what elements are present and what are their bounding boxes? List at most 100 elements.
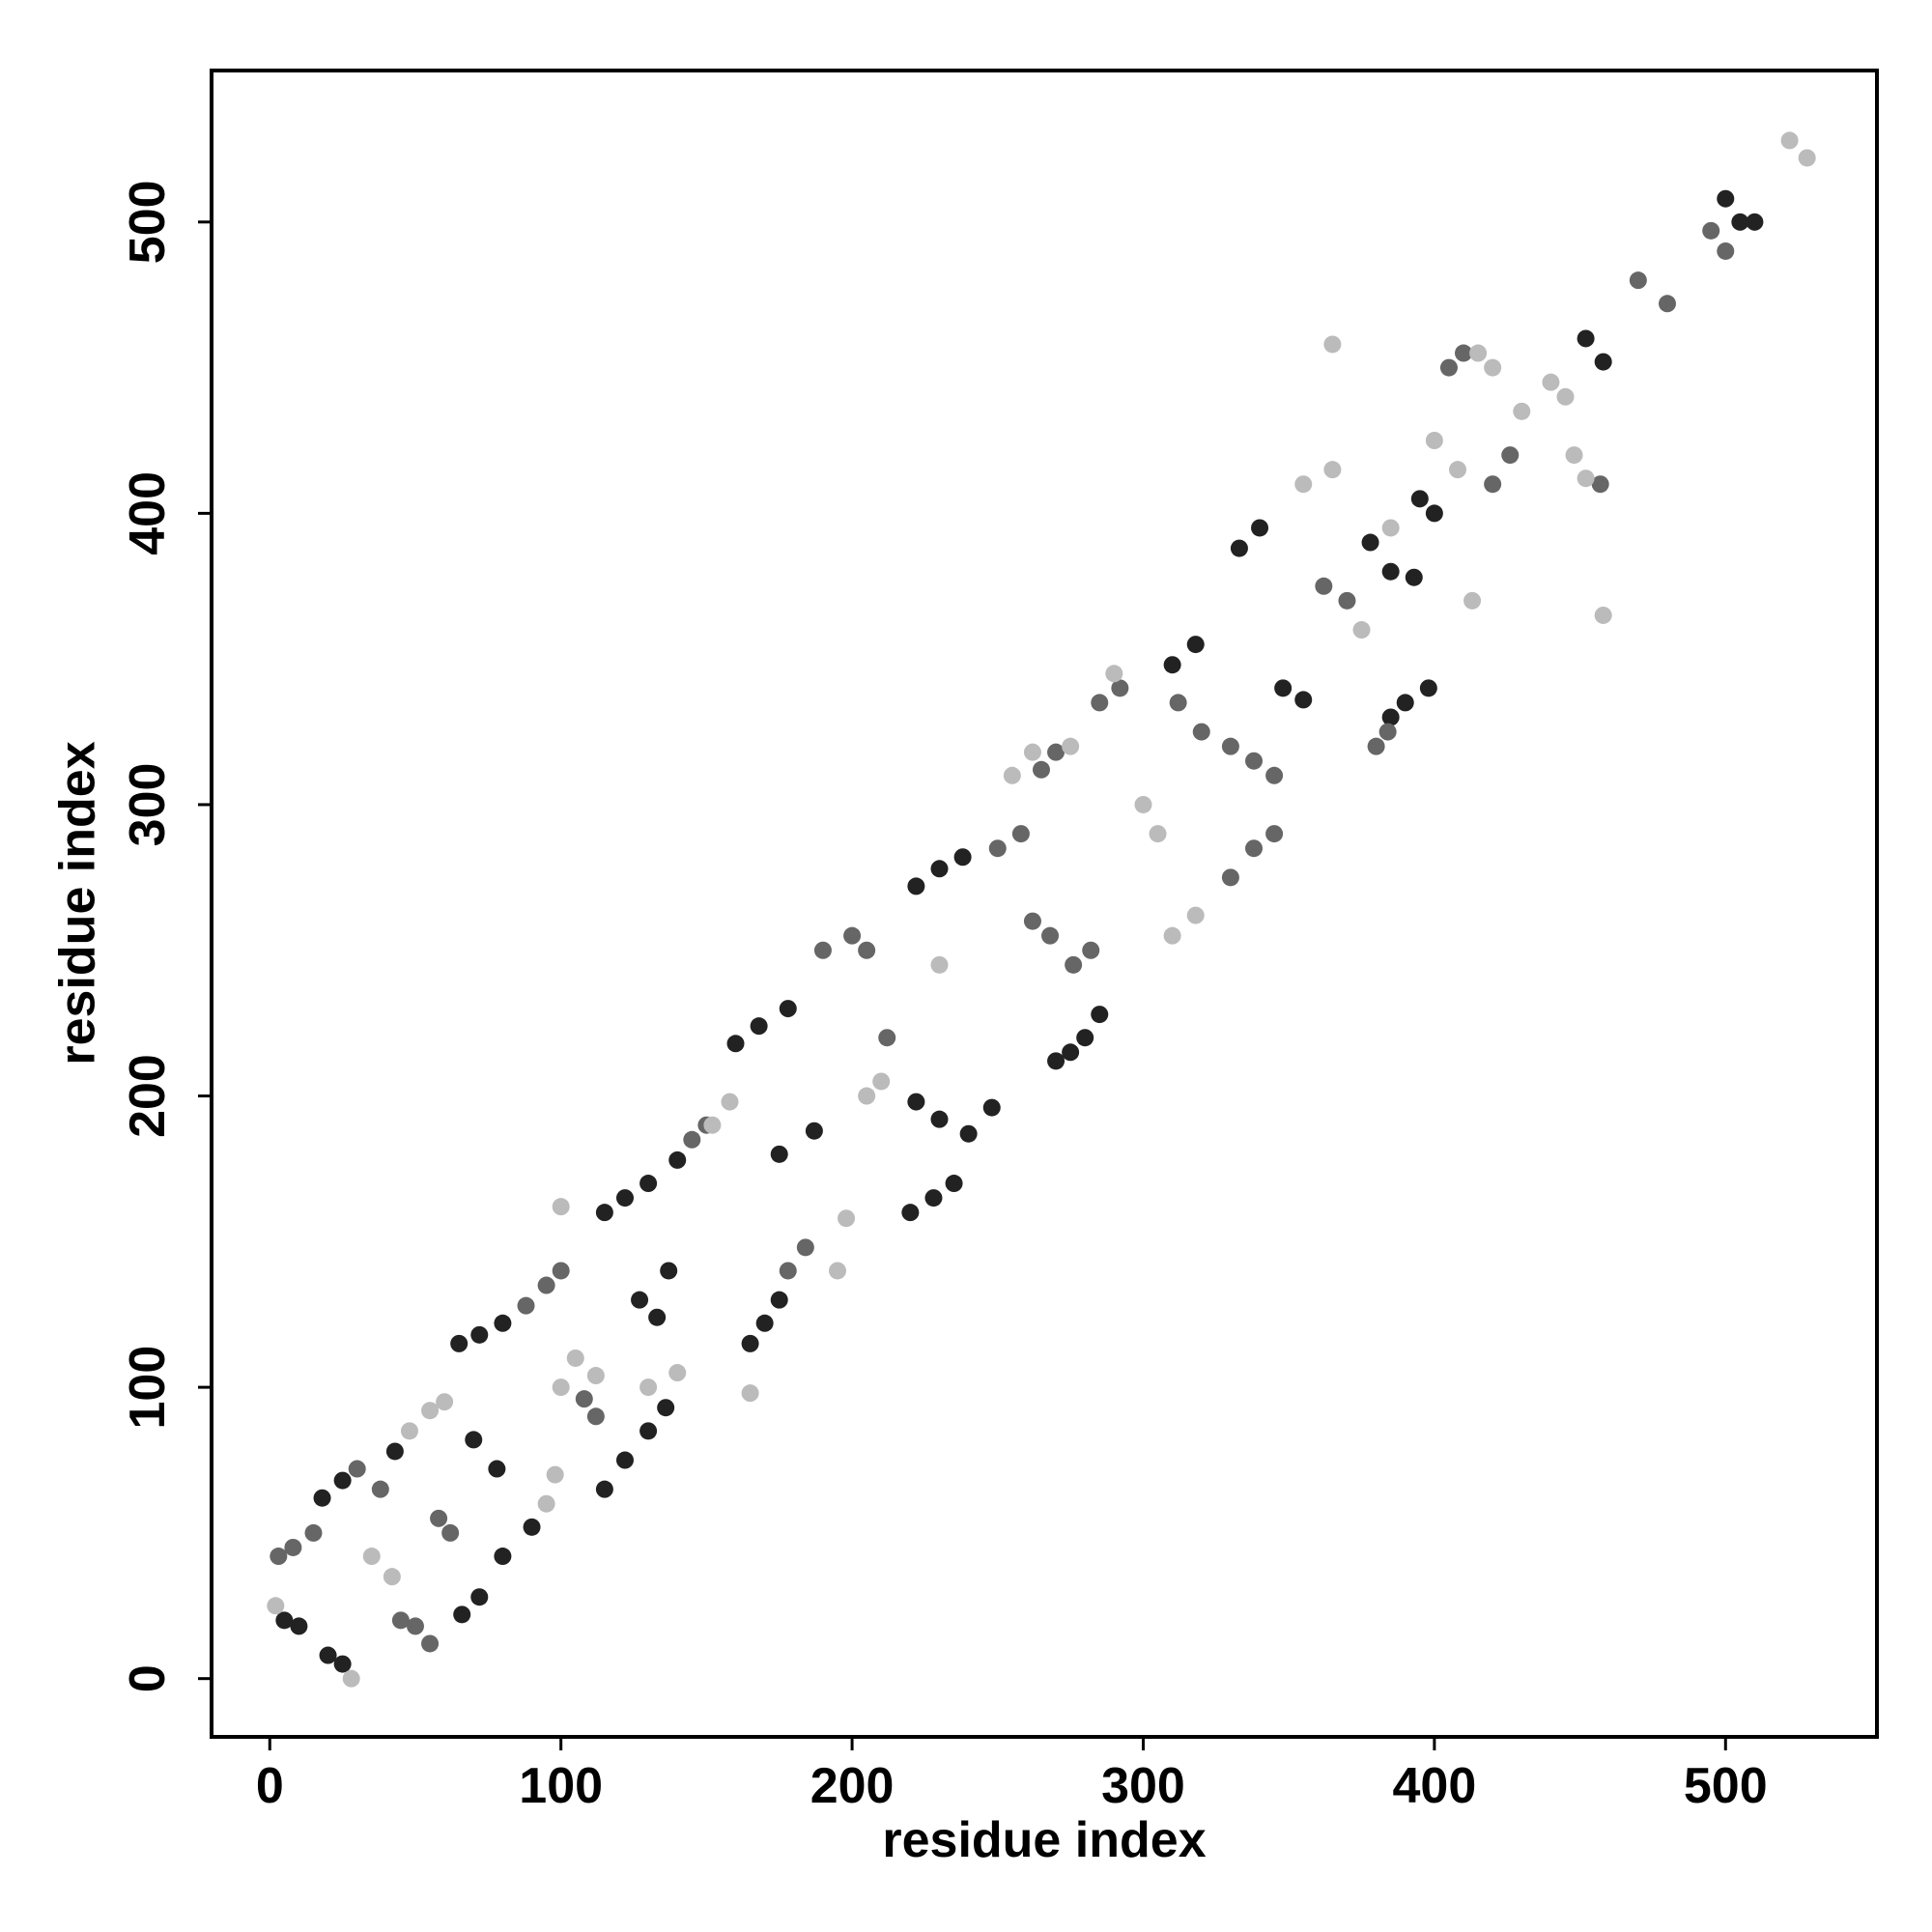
point <box>267 1597 285 1615</box>
point <box>1230 539 1248 557</box>
point <box>1629 271 1647 290</box>
point <box>930 1110 949 1128</box>
point <box>930 860 949 878</box>
point <box>450 1334 469 1352</box>
point <box>1169 694 1187 712</box>
point <box>586 1367 605 1385</box>
point <box>1163 926 1181 945</box>
y-tick-label: 0 <box>120 1664 176 1692</box>
point <box>1405 568 1423 586</box>
point <box>901 1204 920 1222</box>
point <box>1396 694 1414 712</box>
point <box>703 1116 722 1134</box>
point <box>1556 387 1575 406</box>
point <box>1484 475 1502 494</box>
point <box>441 1523 460 1542</box>
point <box>770 1291 788 1309</box>
point <box>1381 562 1400 581</box>
point <box>721 1093 739 1111</box>
x-tick-label: 0 <box>256 1758 284 1814</box>
point <box>1361 533 1379 552</box>
point <box>1352 621 1371 639</box>
point <box>1062 1043 1080 1062</box>
point <box>1469 344 1488 362</box>
point <box>878 1029 896 1047</box>
point <box>924 1189 943 1208</box>
point <box>750 1017 768 1036</box>
point <box>1065 955 1083 974</box>
point <box>270 1548 288 1566</box>
point <box>1501 446 1520 465</box>
point <box>829 1262 847 1280</box>
point <box>348 1460 366 1478</box>
point <box>1315 577 1333 595</box>
point <box>1455 344 1473 362</box>
point <box>537 1276 555 1294</box>
point <box>470 1325 489 1344</box>
point <box>805 1122 823 1140</box>
point <box>615 1189 634 1208</box>
point <box>333 1471 352 1490</box>
point <box>615 1451 634 1469</box>
point <box>639 1422 658 1440</box>
point <box>858 941 876 959</box>
point <box>494 1314 512 1332</box>
point <box>453 1605 471 1624</box>
point <box>319 1646 337 1664</box>
point <box>1463 591 1482 610</box>
point <box>1265 766 1284 784</box>
point <box>726 1035 745 1053</box>
point <box>648 1308 667 1326</box>
point <box>430 1509 448 1527</box>
y-axis-label: residue index <box>50 741 106 1065</box>
point <box>333 1655 352 1673</box>
point <box>494 1548 512 1566</box>
point <box>566 1349 584 1367</box>
point <box>1594 353 1612 371</box>
point <box>546 1465 564 1484</box>
point <box>683 1130 701 1149</box>
point <box>1323 461 1342 479</box>
point <box>436 1393 454 1411</box>
point <box>1577 329 1595 348</box>
point <box>1221 737 1239 755</box>
point <box>1731 213 1749 231</box>
point <box>1439 358 1458 377</box>
point <box>1011 825 1030 843</box>
point <box>552 1262 570 1280</box>
point <box>1419 679 1437 697</box>
point <box>1023 743 1041 761</box>
point <box>1717 189 1735 208</box>
point <box>1023 912 1041 930</box>
point <box>586 1407 605 1426</box>
point <box>1003 766 1021 784</box>
point <box>639 1175 658 1193</box>
point <box>342 1669 360 1688</box>
point <box>631 1291 649 1309</box>
point <box>1245 752 1264 770</box>
point <box>1076 1029 1094 1047</box>
point <box>383 1568 401 1586</box>
point <box>313 1489 331 1507</box>
point <box>1717 242 1735 260</box>
point <box>1041 926 1060 945</box>
point <box>465 1431 483 1449</box>
point <box>953 848 972 867</box>
point <box>1410 490 1429 508</box>
point <box>1381 519 1400 537</box>
point <box>872 1072 891 1091</box>
x-tick-label: 200 <box>810 1758 895 1814</box>
point <box>1186 906 1205 924</box>
point <box>1425 431 1443 449</box>
point <box>1134 795 1152 813</box>
y-tick-label: 100 <box>120 1346 176 1430</box>
point <box>595 1480 613 1498</box>
x-tick-label: 400 <box>1392 1758 1476 1814</box>
point <box>406 1617 424 1635</box>
point <box>362 1548 381 1566</box>
y-tick-label: 300 <box>120 763 176 847</box>
point <box>1294 475 1313 494</box>
point <box>1702 221 1720 240</box>
point <box>813 941 832 959</box>
point <box>1565 446 1583 465</box>
